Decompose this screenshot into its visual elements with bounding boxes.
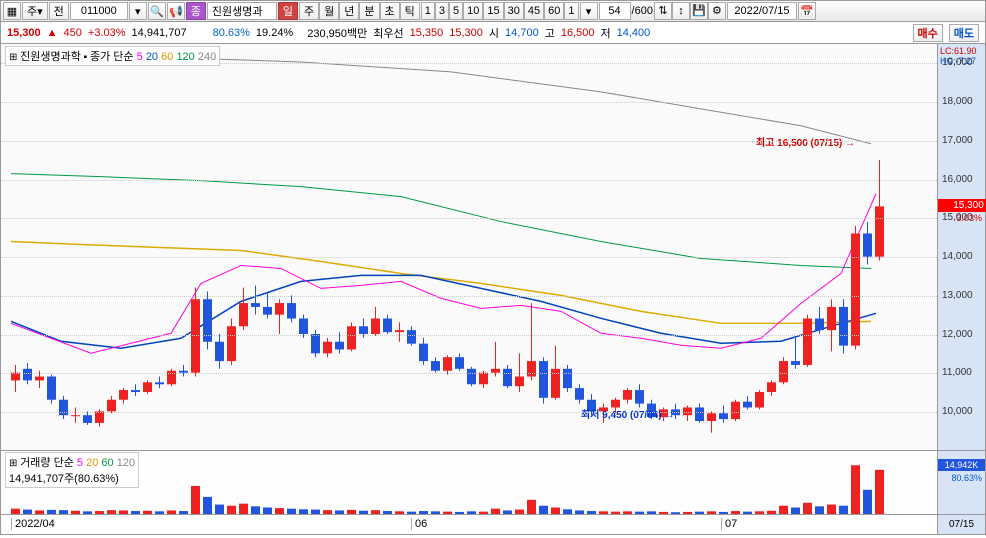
xtick: 06 (411, 518, 427, 530)
sound-icon[interactable]: 📢 (167, 2, 185, 20)
interval-3-button[interactable]: 3 (435, 2, 449, 20)
low-price: 14,400 (617, 27, 651, 39)
low-annotation: 최저 9,450 (07/04) → (581, 406, 674, 421)
volume-chart[interactable]: ⊞ 거래량 단순 5 20 60 12014,941,707주(80.63%) … (0, 451, 986, 515)
period-분-button[interactable]: 분 (359, 2, 379, 20)
interval-10-button[interactable]: 10 (463, 2, 483, 20)
open-price: 14,700 (505, 27, 539, 39)
chart-legend: ⊞ 진원생명과학 ▪ 종가 단순 5 20 60 120 240 (5, 46, 220, 66)
volume-tag: 14,942K (938, 459, 985, 471)
period-틱-button[interactable]: 틱 (400, 2, 420, 20)
info-bar: 15,300 ▲ 450 +3.03% 14,941,707 80.63% 19… (0, 22, 986, 44)
volume-pct: 80.63% (951, 473, 982, 483)
tool-icon-2[interactable]: 💾 (690, 2, 708, 20)
priority-label: 최우선 (373, 25, 403, 41)
sell-button[interactable]: 매도 (949, 24, 979, 42)
interval-1-button[interactable]: 1 (421, 2, 435, 20)
period-day-button[interactable]: 일 (278, 2, 298, 20)
price-chart[interactable]: ⊞ 진원생명과학 ▪ 종가 단순 5 20 60 120 240 최고 16,5… (0, 44, 986, 451)
volume: 14,941,707 (132, 27, 187, 39)
interval-5-button[interactable]: 5 (449, 2, 463, 20)
high-price: 16,500 (561, 27, 595, 39)
ratio2: 19.24% (256, 27, 293, 39)
high-label: 고 (545, 25, 555, 41)
num-dropdown-icon[interactable]: ▾ (580, 2, 598, 20)
period-주-button[interactable]: 주 (299, 2, 319, 20)
interval-15-button[interactable]: 15 (483, 2, 503, 20)
stock-type-dropdown[interactable]: 주 ▾ (22, 2, 48, 20)
open-label: 시 (489, 25, 499, 41)
date-input[interactable] (727, 2, 797, 20)
volume-yaxis: 14,942K 80.63% (937, 451, 985, 514)
xtick: 07 (721, 518, 737, 530)
tool-icon-1[interactable]: ↕ (672, 2, 690, 20)
calendar-icon[interactable]: 📅 (798, 2, 816, 20)
buy-button[interactable]: 매수 (913, 24, 943, 42)
stock-name: 진원생명과 (207, 2, 277, 20)
code-dropdown-icon[interactable]: ▾ (129, 2, 147, 20)
xtick: 2022/04 (11, 518, 55, 530)
price-pct: +3.03% (88, 27, 126, 39)
position-input[interactable] (599, 2, 631, 20)
interval-1-button[interactable]: 1 (564, 2, 578, 20)
lc-label: LC:61.90 (940, 46, 977, 56)
total-count: /600 (632, 5, 653, 17)
tool-icon-3[interactable]: ⚙ (708, 2, 726, 20)
ratio1: 80.63% (213, 27, 250, 39)
time-axis: 2022/04 06 07 07/15 (0, 515, 986, 535)
up-arrow-icon: ▲ (47, 27, 58, 39)
period-월-button[interactable]: 월 (319, 2, 339, 20)
last-price: 15,300 (449, 27, 483, 39)
price-change: 450 (64, 27, 82, 39)
tool-icon-0[interactable]: ⇅ (654, 2, 672, 20)
amount: 230,950백만 (307, 25, 367, 41)
interval-30-button[interactable]: 30 (504, 2, 524, 20)
current-price: 15,300 (7, 27, 41, 39)
period-초-button[interactable]: 초 (380, 2, 400, 20)
prev-button[interactable]: 전 (49, 2, 69, 20)
stock-code-input[interactable] (70, 2, 128, 20)
interval-45-button[interactable]: 45 (524, 2, 544, 20)
price-tag: 15,300 (938, 199, 986, 212)
bid-price: 15,350 (410, 27, 444, 39)
search-icon[interactable]: 🔍 (148, 2, 166, 20)
volume-legend: ⊞ 거래량 단순 5 20 60 12014,941,707주(80.63%) (5, 452, 139, 488)
price-yaxis: LC:61.90 HC:-7.27 10,00011,00012,00013,0… (937, 44, 985, 450)
period-년-button[interactable]: 년 (339, 2, 359, 20)
low-label: 저 (600, 25, 610, 41)
interval-60-button[interactable]: 60 (544, 2, 564, 20)
menu-icon[interactable]: ▦ (3, 2, 21, 20)
current-date: 07/15 (937, 515, 985, 534)
toolbar: ▦ 주 ▾ 전 ▾ 🔍 📢 종 진원생명과 일 주월년분초틱 135101530… (0, 0, 986, 22)
stock-tag: 종 (186, 2, 206, 20)
